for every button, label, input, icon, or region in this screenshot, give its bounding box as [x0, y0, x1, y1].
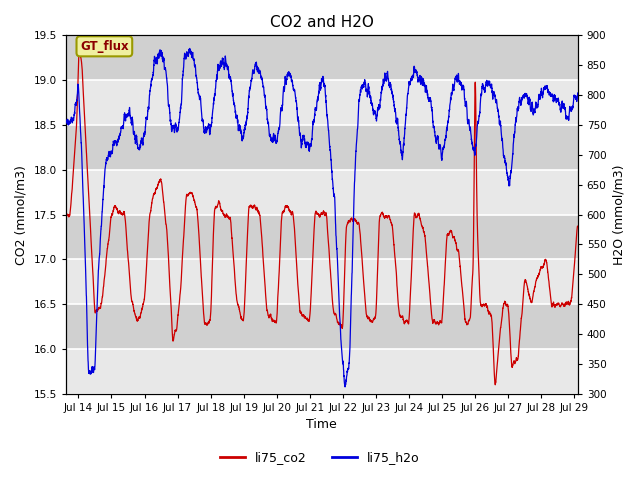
Bar	[66, 36, 578, 80]
Title: CO2 and H2O: CO2 and H2O	[270, 15, 374, 30]
Bar	[66, 80, 578, 125]
X-axis label: Time: Time	[307, 419, 337, 432]
Bar	[66, 125, 578, 170]
Bar	[66, 349, 578, 394]
Bar	[66, 170, 578, 215]
Y-axis label: CO2 (mmol/m3): CO2 (mmol/m3)	[15, 165, 28, 264]
Bar	[66, 259, 578, 304]
Bar	[66, 304, 578, 349]
Legend: li75_co2, li75_h2o: li75_co2, li75_h2o	[215, 446, 425, 469]
Text: GT_flux: GT_flux	[80, 40, 129, 53]
Y-axis label: H2O (mmol/m3): H2O (mmol/m3)	[612, 164, 625, 265]
Bar	[66, 215, 578, 259]
